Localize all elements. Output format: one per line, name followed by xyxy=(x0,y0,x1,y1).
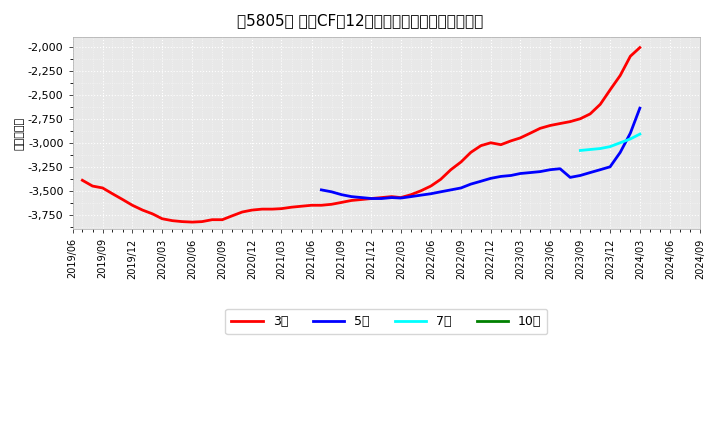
Legend: 3年, 5年, 7年, 10年: 3年, 5年, 7年, 10年 xyxy=(225,308,547,334)
Text: ［5805］ 投資CFの12か月移動合計の平均値の推移: ［5805］ 投資CFの12か月移動合計の平均値の推移 xyxy=(237,13,483,28)
Line: 3年: 3年 xyxy=(82,48,640,222)
Line: 5年: 5年 xyxy=(321,108,640,198)
Line: 7年: 7年 xyxy=(580,134,640,150)
Y-axis label: （百万円）: （百万円） xyxy=(15,117,25,150)
